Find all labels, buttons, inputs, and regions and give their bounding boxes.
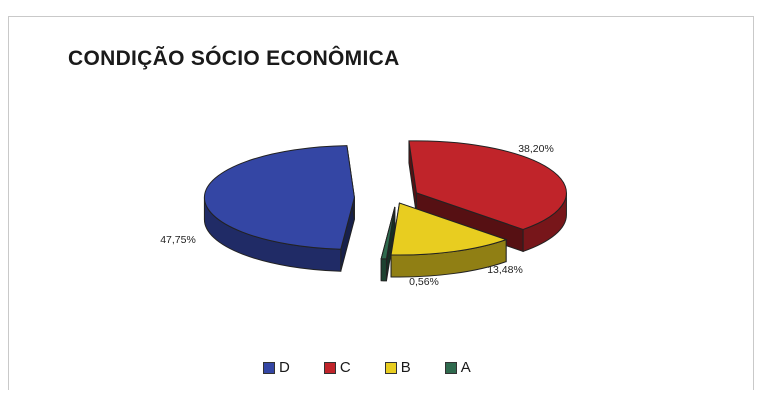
slice-label-b: 13,48%: [487, 264, 523, 276]
chart-frame: [8, 16, 754, 390]
legend-item-c: C: [323, 359, 351, 376]
pie-slice-b: [390, 202, 508, 278]
legend-label-d: D: [279, 359, 290, 376]
legend-swatch-a: [444, 361, 457, 374]
pie-slice-d: [203, 145, 355, 272]
slice-label-d: 47,75%: [160, 234, 196, 246]
legend-item-d: D: [263, 359, 290, 376]
slice-label-c: 38,20%: [518, 143, 554, 155]
chart-title: CONDIÇÃO SÓCIO ECONÔMICA: [68, 47, 400, 70]
slice-label-a: 0,56%: [409, 276, 439, 288]
chart-legend: D C B A: [263, 359, 471, 376]
pie-slice-a: [380, 206, 396, 282]
legend-label-c: C: [339, 359, 351, 376]
legend-label-a: A: [460, 359, 471, 376]
legend-item-a: A: [444, 359, 471, 376]
legend-swatch-c: [323, 361, 336, 374]
legend-swatch-b: [384, 361, 397, 374]
legend-swatch-d: [263, 361, 275, 374]
legend-label-b: B: [400, 359, 411, 376]
legend-item-b: B: [384, 359, 411, 376]
